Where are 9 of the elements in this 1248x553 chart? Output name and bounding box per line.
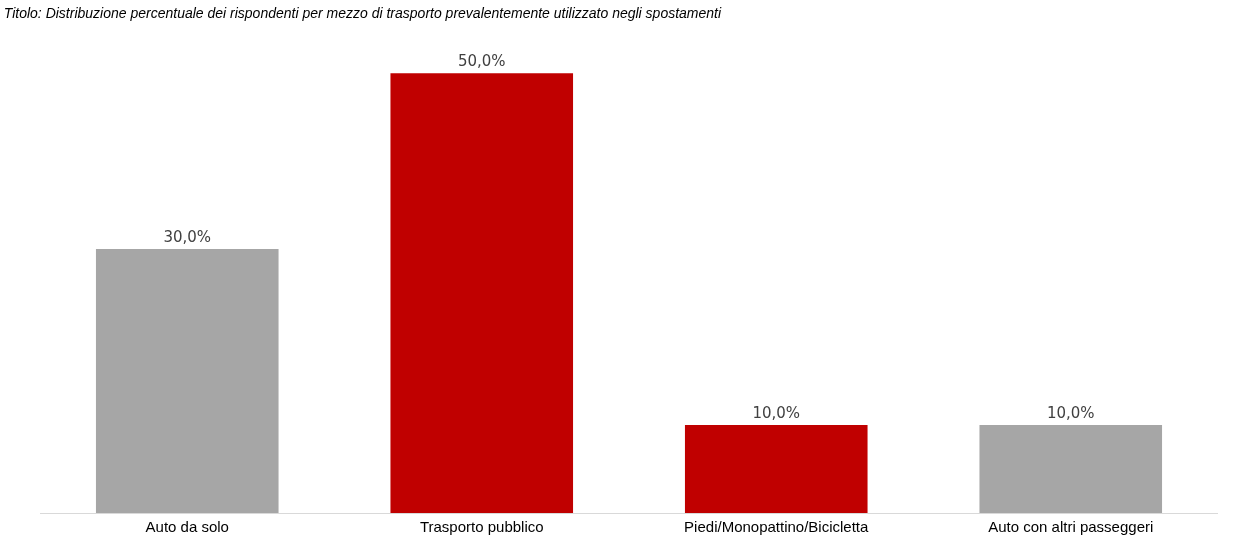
data-label: 30,0%	[163, 228, 212, 247]
x-tick-label: Auto da solo	[145, 518, 229, 535]
x-tick-label: Auto con altri passeggeri	[988, 518, 1154, 535]
x-tick-label: Piedi/Monopattino/Bicicletta	[684, 518, 870, 535]
data-label: 50,0%	[457, 52, 506, 71]
x-tick-label: Trasporto pubblico	[419, 518, 544, 535]
chart-title: Titolo: Distribuzione percentuale dei rispondenti per mezzo di trasporto prevalentemente utilizzato negli spostamenti	[3, 5, 722, 22]
data-label: 10,0%	[1046, 404, 1095, 423]
data-label: 10,0%	[752, 404, 801, 423]
